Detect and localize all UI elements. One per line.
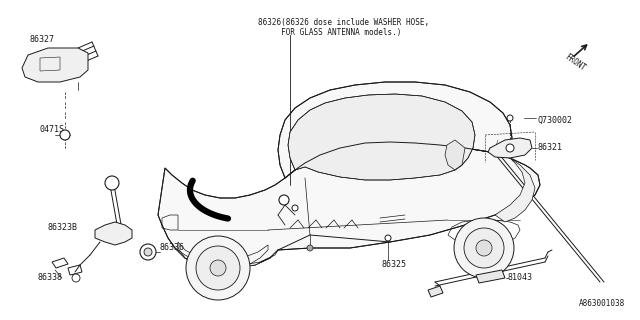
Text: 81043: 81043	[508, 274, 533, 283]
Text: 86326(86326 dose include WASHER HOSE,: 86326(86326 dose include WASHER HOSE,	[258, 18, 429, 27]
Text: 86327: 86327	[29, 35, 54, 44]
Text: Q730002: Q730002	[538, 116, 573, 124]
Polygon shape	[445, 140, 465, 170]
Polygon shape	[95, 222, 132, 245]
Circle shape	[507, 115, 513, 121]
Text: 86323B: 86323B	[48, 223, 78, 233]
Circle shape	[279, 195, 289, 205]
Text: 86336: 86336	[160, 244, 185, 252]
Circle shape	[476, 240, 492, 256]
Circle shape	[385, 235, 391, 241]
Text: FRONT: FRONT	[563, 52, 587, 73]
Text: 86338: 86338	[38, 274, 63, 283]
Text: A863001038: A863001038	[579, 299, 625, 308]
Circle shape	[292, 205, 298, 211]
Polygon shape	[22, 48, 88, 82]
Circle shape	[186, 236, 250, 300]
Circle shape	[140, 244, 156, 260]
Polygon shape	[488, 138, 532, 158]
Polygon shape	[495, 158, 535, 222]
Polygon shape	[278, 82, 512, 178]
Circle shape	[454, 218, 514, 278]
Text: FOR GLASS ANTENNA models.): FOR GLASS ANTENNA models.)	[258, 28, 401, 37]
Polygon shape	[288, 94, 475, 180]
Text: 86321: 86321	[538, 143, 563, 153]
Text: 0471S: 0471S	[40, 125, 65, 134]
Polygon shape	[158, 142, 540, 268]
Polygon shape	[428, 286, 443, 297]
Circle shape	[72, 274, 80, 282]
Text: 86325: 86325	[382, 260, 407, 269]
Circle shape	[144, 248, 152, 256]
Circle shape	[210, 260, 226, 276]
Circle shape	[196, 246, 240, 290]
Circle shape	[464, 228, 504, 268]
Circle shape	[506, 144, 514, 152]
Circle shape	[60, 130, 70, 140]
Circle shape	[105, 176, 119, 190]
Circle shape	[307, 245, 313, 251]
Polygon shape	[476, 270, 505, 283]
Polygon shape	[175, 248, 278, 268]
